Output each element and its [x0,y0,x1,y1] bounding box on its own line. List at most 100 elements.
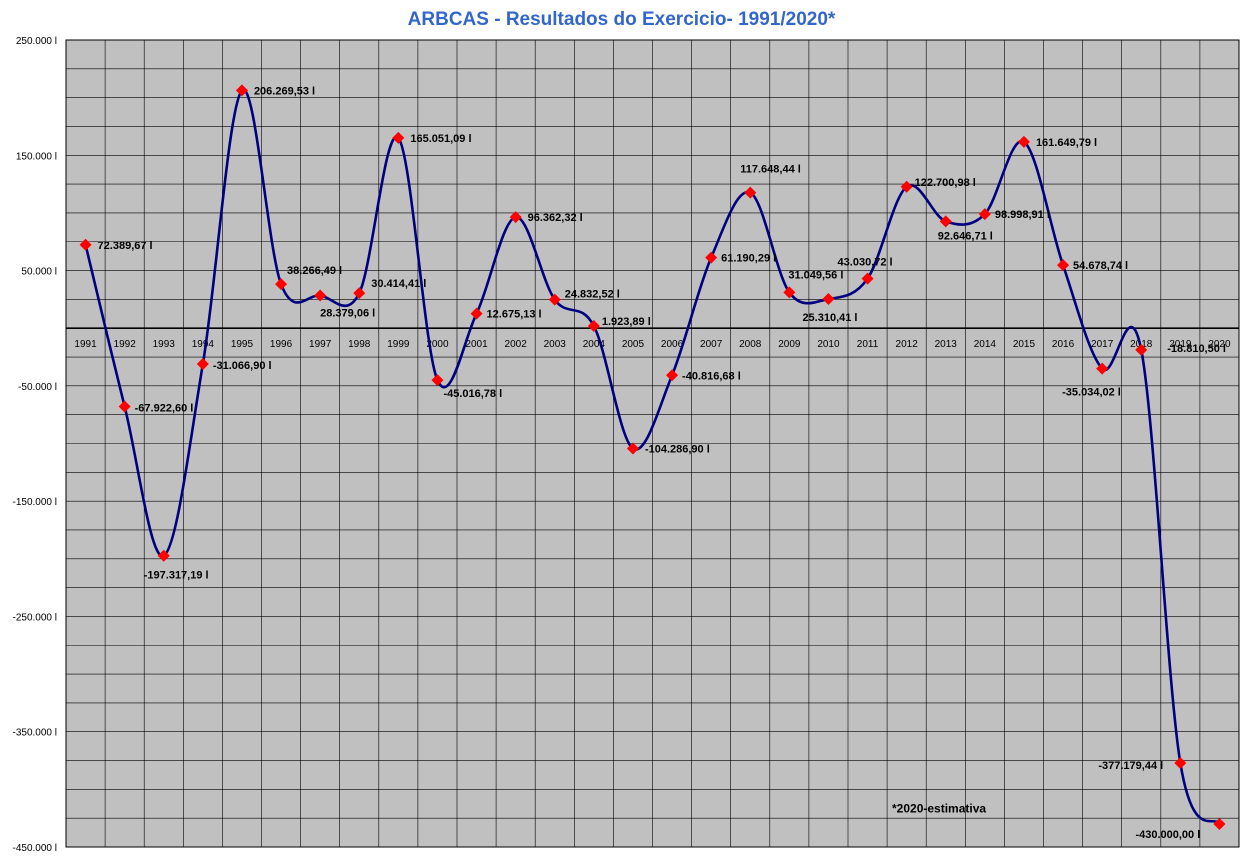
data-label: 161.649,79 l [1036,137,1097,149]
data-point-marker [196,358,209,371]
annotation-note: *2020-estimativa [892,801,986,815]
data-point-marker [392,131,405,144]
y-tick-label: -150.000 l [13,497,57,508]
data-point-marker [548,293,561,306]
data-point-marker [900,180,913,193]
data-point-marker [626,442,639,455]
data-label: 28.379,06 l [320,307,375,319]
x-tick-label: 2006 [661,339,684,350]
data-label: 117.648,44 l [740,164,801,176]
data-point-marker [1213,817,1226,830]
x-tick-label: 2015 [1013,339,1036,350]
x-tick-label: 2005 [622,339,645,350]
data-label: 43.030,72 l [838,257,893,269]
data-point-marker [705,251,718,264]
x-tick-label: 2017 [1091,339,1114,350]
y-tick-label: 250.000 l [16,36,57,47]
x-tick-label: 2016 [1052,339,1075,350]
data-point-marker [783,286,796,299]
data-point-marker [431,374,444,387]
data-point-marker [157,549,170,562]
y-tick-label: -350.000 l [13,728,57,739]
x-tick-label: 1996 [270,339,293,350]
y-tick-label: -50.000 l [18,382,57,393]
x-tick-label: 2014 [974,339,997,350]
data-point-marker [470,307,483,320]
x-tick-label: 1999 [387,339,410,350]
data-label: -104.286,90 l [645,443,710,455]
data-label: -197.317,19 l [144,570,209,582]
data-point-marker [1135,343,1148,356]
data-point-marker [1174,757,1187,770]
data-point-marker [587,319,600,332]
x-tick-label: 2020 [1208,339,1231,350]
data-point-marker [314,289,327,302]
x-tick-label: 2008 [739,339,762,350]
y-tick-label: -450.000 l [13,843,57,854]
x-tick-label: 2007 [700,339,723,350]
data-label: 92.646,71 l [938,230,993,242]
data-point-marker [275,278,288,291]
y-tick-label: 150.000 l [16,151,57,162]
data-point-marker [861,272,874,285]
x-tick-label: 1994 [192,339,215,350]
x-tick-label: 2010 [817,339,840,350]
chart-title: ARBCAS - Resultados do Exercicio- 1991/2… [407,9,836,30]
data-label: 1.923,89 l [602,316,651,328]
data-label: -45.016,78 l [443,388,502,400]
x-tick-label: 1995 [231,339,254,350]
data-point-marker [509,211,522,224]
data-point-marker [1017,135,1030,148]
data-label: -40.816,68 l [682,370,741,382]
data-label: 72.389,67 l [98,240,153,252]
x-tick-label: 1991 [74,339,97,350]
data-point-marker [666,369,679,382]
x-tick-label: 2003 [544,339,567,350]
data-label: 54.678,74 l [1073,260,1128,272]
data-point-marker [79,238,92,251]
data-point-marker [939,215,952,228]
x-tick-label: 2009 [778,339,801,350]
data-label: 38.266,49 l [287,265,342,277]
data-point-marker [118,400,131,413]
y-tick-label: 50.000 l [21,267,57,278]
data-label: 61.190,29 l [721,253,776,265]
data-label: 206.269,53 l [254,85,315,97]
x-tick-label: 1993 [153,339,176,350]
data-label: -35.034,02 l [1062,387,1121,399]
x-tick-label: 2012 [896,339,919,350]
data-point-marker [744,186,757,199]
data-label: 122.700,98 l [915,177,976,189]
data-point-marker [1096,362,1109,375]
data-label: -67.922,60 l [135,403,194,415]
data-label: 30.414,41 l [371,278,426,290]
x-tick-label: 2001 [465,339,488,350]
data-point-marker [353,287,366,300]
x-tick-label: 2002 [505,339,528,350]
data-point-marker [978,208,991,221]
data-label: -377.179,44 l [1098,760,1163,772]
data-label: 25.310,41 l [802,312,857,324]
x-tick-label: 1998 [348,339,371,350]
data-label: 12.675,13 l [487,309,542,321]
data-label: 96.362,32 l [528,212,583,224]
data-label: -31.066,90 l [213,360,272,372]
x-tick-label: 2000 [426,339,449,350]
x-tick-label: 1997 [309,339,332,350]
data-label: 31.049,56 l [788,269,843,281]
x-tick-label: 2013 [935,339,958,350]
data-label: 98.998,91 l [995,209,1050,221]
y-tick-label: -250.000 l [13,612,57,623]
x-tick-label: 2019 [1169,339,1192,350]
x-tick-label: 1992 [114,339,137,350]
data-label: 165.051,09 l [410,133,471,145]
data-point-marker [822,293,835,306]
x-tick-label: 2011 [857,339,879,350]
data-point-marker [1057,259,1070,272]
data-label: -18.810,50 l [1167,343,1226,355]
data-label: -430.000,00 l [1135,829,1200,841]
data-point-marker [235,84,248,97]
data-label: 24.832,52 l [565,289,620,301]
x-tick-label: 2004 [583,339,606,350]
